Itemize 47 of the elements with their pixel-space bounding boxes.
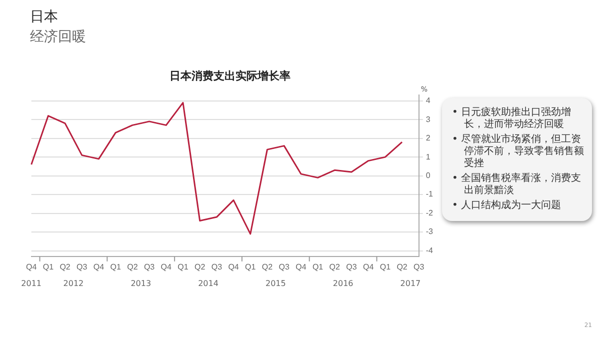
text: 2012 [63,279,84,288]
text: 日本 [30,8,58,26]
x-tick-label: Q1 [245,262,256,272]
x-tick-label: Q4 [160,262,172,272]
x-tick-label: Q3 [211,262,223,272]
x-tick-label: Q3 [144,262,156,272]
y-tick-label: -2 [426,208,434,218]
x-tick-label: Q4 [26,262,38,272]
y-tick-label: 1 [426,152,431,162]
x-tick-label: Q2 [329,262,341,272]
x-tick-label: Q3 [346,262,358,272]
x-tick-label: Q3 [76,262,88,272]
x-tick-label: Q4 [296,262,307,272]
text: 2013 [130,279,152,288]
x-tick-label: Q2 [127,262,138,272]
y-tick-label: 4 [426,96,431,106]
text: 2015 [265,279,286,288]
x-tick-label: Q2 [262,262,274,272]
text: • 人口结构成为一大问题 [452,200,562,212]
x-tick-label: Q4 [93,262,105,272]
x-tick-label: Q3 [278,262,290,272]
text: 2017 [400,279,421,288]
x-tick-label: Q1 [42,262,54,272]
y-tick-label: 0 [426,171,431,180]
x-tick-label: Q1 [380,262,392,272]
y-tick-label: 2 [426,134,431,143]
text: • 日元疲软助推出口强劲增长，进而带动经济回暖 [452,107,572,131]
text: 2016 [332,279,354,288]
text: • 全国销售税率看涨，消费支出前景黯淡 [452,173,582,197]
x-tick-label: Q1 [110,262,122,272]
text: • 尽管就业市场紧俏，但工资停滞不前，导致零售销售额受挫 [452,134,585,170]
y-tick-label: -1 [426,190,434,199]
y-tick-label: 3 [426,114,431,124]
x-tick-label: Q4 [363,262,374,272]
y-tick-label: -3 [426,227,434,236]
x-tick-label: Q4 [228,262,240,272]
chart-title: 日本消费支出实际增长率 [170,69,290,82]
x-tick-label: Q2 [60,262,71,272]
x-tick-label: Q2 [194,262,206,272]
x-tick-label: Q2 [396,262,408,272]
text: 2014 [198,279,218,288]
x-tick-label: Q3 [414,262,425,272]
text: 2011 [21,279,42,288]
y-tick-label: -4 [426,246,434,255]
x-tick-label: Q1 [178,262,189,272]
text: 经济回暖 [30,28,86,46]
x-tick-label: Q1 [312,262,324,272]
